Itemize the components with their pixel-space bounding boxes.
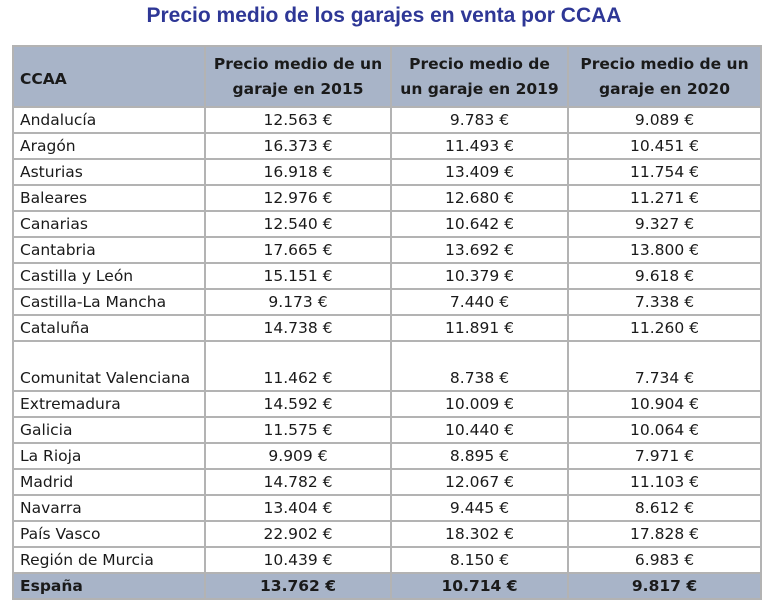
cell-price-2020: 9.327 € xyxy=(567,210,762,238)
table-row: Aragón 16.373 €11.493 €10.451 € xyxy=(12,132,762,160)
cell-ccaa: Comunitat Valenciana xyxy=(12,340,206,392)
cell-price-2019: 9.783 € xyxy=(390,106,569,134)
cell-price-2020: 10.904 € xyxy=(567,390,762,418)
table-row: Navarra 13.404 €9.445 €8.612 € xyxy=(12,494,762,522)
cell-price-2019: 12.067 € xyxy=(390,468,569,496)
cell-price-2019: 12.680 € xyxy=(390,184,569,212)
cell-price-2020: 17.828 € xyxy=(567,520,762,548)
cell-price-2015: 11.462 € xyxy=(204,340,392,392)
table-header: CCAA Precio medio de un garaje en 2015 P… xyxy=(12,45,762,108)
cell-price-2020: 9.618 € xyxy=(567,262,762,290)
cell-price-2015: 17.665 € xyxy=(204,236,392,264)
cell-price-2020: 10.064 € xyxy=(567,416,762,444)
table-row: Comunitat Valenciana 11.462 €8.738 €7.734… xyxy=(12,340,762,392)
cell-ccaa: Asturias xyxy=(12,158,206,186)
table-row: Asturias 16.918 €13.409 €11.754 € xyxy=(12,158,762,186)
cell-price-2019: 13.692 € xyxy=(390,236,569,264)
cell-ccaa: Andalucía xyxy=(12,106,206,134)
cell-total-label: España xyxy=(12,572,206,600)
cell-price-2019: 9.445 € xyxy=(390,494,569,522)
cell-price-2015: 12.563 € xyxy=(204,106,392,134)
cell-ccaa: Castilla-La Mancha xyxy=(12,288,206,316)
header-2020: Precio medio de un garaje en 2020 xyxy=(567,45,762,108)
cell-total-2020: 9.817 € xyxy=(567,572,762,600)
cell-ccaa: La Rioja xyxy=(12,442,206,470)
cell-price-2020: 7.338 € xyxy=(567,288,762,316)
table-row: Galicia 11.575 €10.440 €10.064 € xyxy=(12,416,762,444)
cell-price-2019: 8.895 € xyxy=(390,442,569,470)
cell-price-2020: 7.971 € xyxy=(567,442,762,470)
cell-price-2015: 12.976 € xyxy=(204,184,392,212)
cell-ccaa: Madrid xyxy=(12,468,206,496)
cell-price-2015: 14.782 € xyxy=(204,468,392,496)
cell-price-2015: 22.902 € xyxy=(204,520,392,548)
cell-price-2019: 7.440 € xyxy=(390,288,569,316)
cell-ccaa: Aragón xyxy=(12,132,206,160)
header-row: CCAA Precio medio de un garaje en 2015 P… xyxy=(12,45,762,108)
table-row: Madrid 14.782 €12.067 €11.103 € xyxy=(12,468,762,496)
cell-ccaa: Canarias xyxy=(12,210,206,238)
cell-price-2020: 7.734 € xyxy=(567,340,762,392)
cell-price-2019: 8.738 € xyxy=(390,340,569,392)
table-row: Canarias 12.540 €10.642 €9.327 € xyxy=(12,210,762,238)
cell-price-2020: 6.983 € xyxy=(567,546,762,574)
table-row: Baleares 12.976 €12.680 €11.271 € xyxy=(12,184,762,212)
cell-ccaa: Navarra xyxy=(12,494,206,522)
cell-price-2020: 11.271 € xyxy=(567,184,762,212)
cell-ccaa: Galicia xyxy=(12,416,206,444)
cell-price-2019: 10.642 € xyxy=(390,210,569,238)
header-ccaa: CCAA xyxy=(12,45,206,108)
total-row: España 13.762 €10.714 €9.817 € xyxy=(12,572,762,600)
cell-price-2020: 10.451 € xyxy=(567,132,762,160)
cell-ccaa: Región de Murcia xyxy=(12,546,206,574)
table-row: Castilla y León 15.151 €10.379 €9.618 € xyxy=(12,262,762,290)
cell-price-2019: 10.009 € xyxy=(390,390,569,418)
cell-price-2015: 13.404 € xyxy=(204,494,392,522)
table-row: País Vasco 22.902 €18.302 €17.828 € xyxy=(12,520,762,548)
header-2019: Precio medio de un garaje en 2019 xyxy=(390,45,569,108)
cell-price-2019: 8.150 € xyxy=(390,546,569,574)
cell-price-2015: 16.918 € xyxy=(204,158,392,186)
cell-price-2019: 13.409 € xyxy=(390,158,569,186)
cell-price-2019: 10.379 € xyxy=(390,262,569,290)
page-title: Precio medio de los garajes en venta por… xyxy=(146,4,622,27)
cell-ccaa: Castilla y León xyxy=(12,262,206,290)
cell-price-2015: 14.592 € xyxy=(204,390,392,418)
cell-price-2020: 11.754 € xyxy=(567,158,762,186)
cell-price-2015: 12.540 € xyxy=(204,210,392,238)
cell-price-2020: 13.800 € xyxy=(567,236,762,264)
cell-price-2020: 8.612 € xyxy=(567,494,762,522)
table-body: Andalucía 12.563 €9.783 €9.089 € Aragón 16.… xyxy=(12,106,762,600)
table-row: Extremadura 14.592 €10.009 €10.904 € xyxy=(12,390,762,418)
cell-price-2020: 11.103 € xyxy=(567,468,762,496)
cell-total-2019: 10.714 € xyxy=(390,572,569,600)
cell-ccaa: Baleares xyxy=(12,184,206,212)
table-row: Región de Murcia 10.439 €8.150 €6.983 € xyxy=(12,546,762,574)
cell-price-2015: 15.151 € xyxy=(204,262,392,290)
cell-price-2015: 11.575 € xyxy=(204,416,392,444)
cell-ccaa: Cantabria xyxy=(12,236,206,264)
cell-price-2019: 11.493 € xyxy=(390,132,569,160)
cell-price-2015: 10.439 € xyxy=(204,546,392,574)
table-row: Cantabria 17.665 €13.692 €13.800 € xyxy=(12,236,762,264)
table-row: Castilla-La Mancha 9.173 €7.440 €7.338 € xyxy=(12,288,762,316)
table-row: La Rioja 9.909 €8.895 €7.971 € xyxy=(12,442,762,470)
cell-price-2015: 16.373 € xyxy=(204,132,392,160)
cell-ccaa: Extremadura xyxy=(12,390,206,418)
cell-price-2015: 14.738 € xyxy=(204,314,392,342)
cell-total-2015: 13.762 € xyxy=(204,572,392,600)
cell-ccaa: País Vasco xyxy=(12,520,206,548)
price-table: CCAA Precio medio de un garaje en 2015 P… xyxy=(12,45,762,600)
cell-price-2015: 9.909 € xyxy=(204,442,392,470)
cell-price-2019: 10.440 € xyxy=(390,416,569,444)
cell-price-2015: 9.173 € xyxy=(204,288,392,316)
table-row: Cataluña 14.738 €11.891 €11.260 € xyxy=(12,314,762,342)
cell-ccaa: Cataluña xyxy=(12,314,206,342)
cell-price-2019: 18.302 € xyxy=(390,520,569,548)
header-2015: Precio medio de un garaje en 2015 xyxy=(204,45,392,108)
cell-price-2020: 9.089 € xyxy=(567,106,762,134)
cell-price-2019: 11.891 € xyxy=(390,314,569,342)
table-row: Andalucía 12.563 €9.783 €9.089 € xyxy=(12,106,762,134)
cell-price-2020: 11.260 € xyxy=(567,314,762,342)
